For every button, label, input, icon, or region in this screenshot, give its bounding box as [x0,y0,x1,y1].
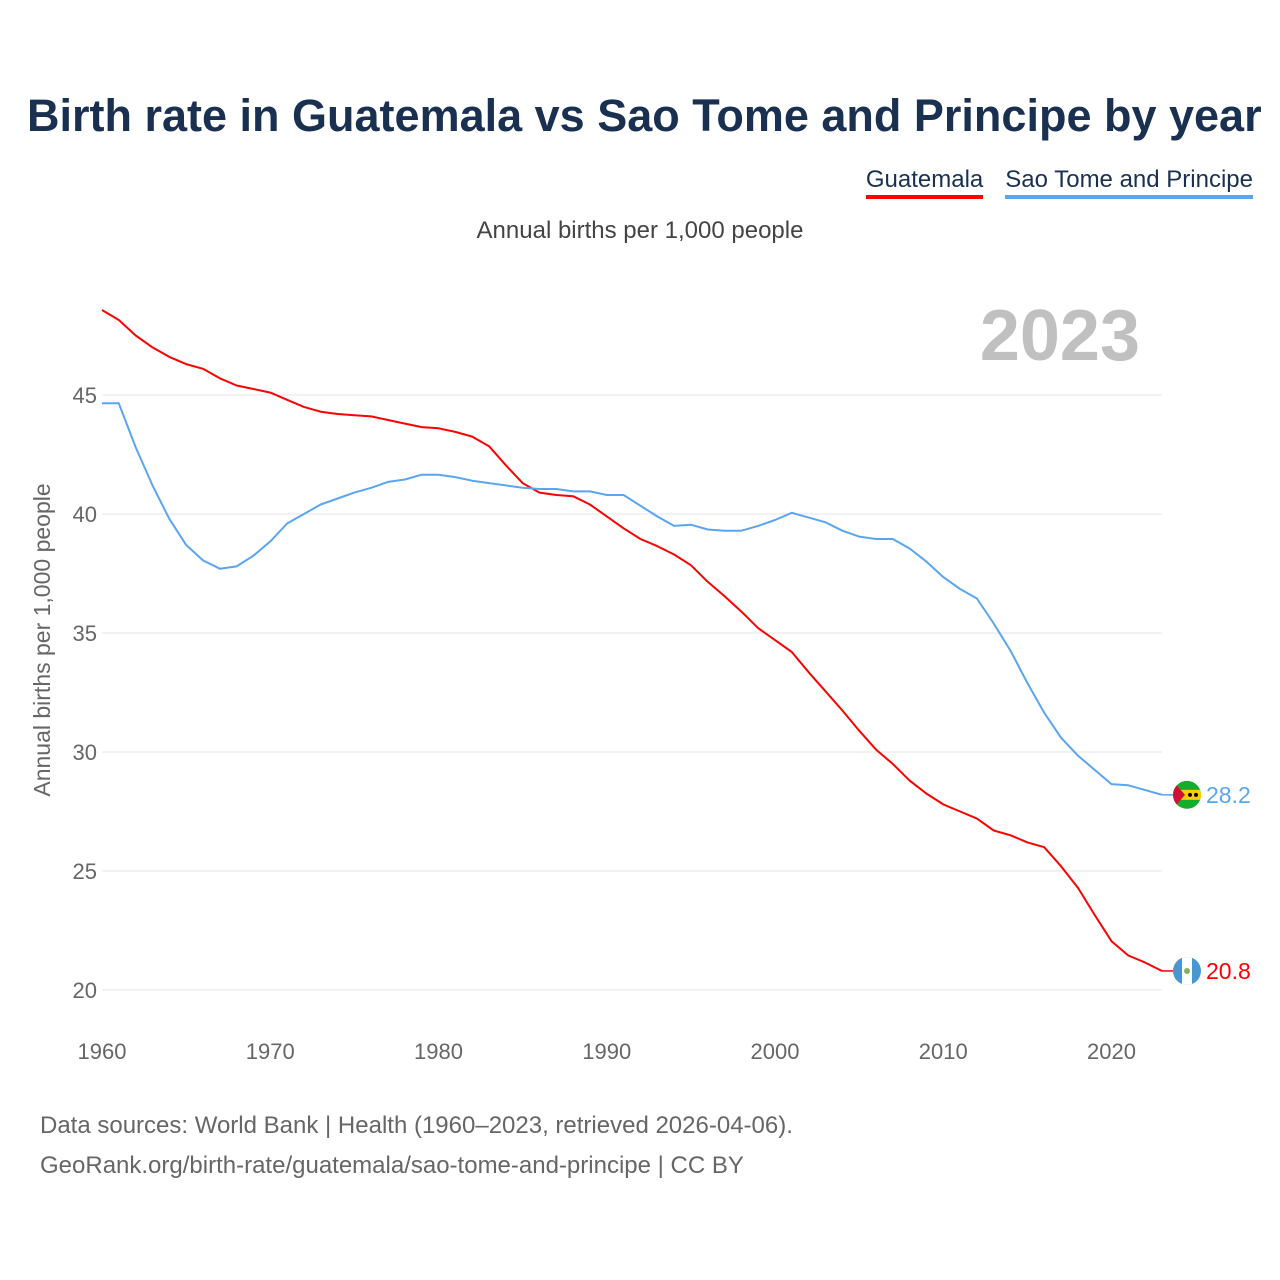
y-tick-label: 40 [73,502,97,527]
end-value-label: 28.2 [1206,782,1251,808]
y-axis-label: Annual births per 1,000 people [29,483,55,796]
flag-star [1194,792,1198,797]
source-line-2[interactable]: GeoRank.org/birth-rate/guatemala/sao-tom… [40,1152,744,1179]
year-badge: 2023 [980,296,1140,376]
x-tick-label: 1990 [582,1039,631,1064]
chart-subtitle: Annual births per 1,000 people [476,217,804,244]
source-line-1: Data sources: World Bank | Health (1960–… [40,1112,793,1139]
x-tick-label: 2010 [919,1039,968,1064]
source-note: Data sources: World Bank | Health (1960–… [40,1106,793,1186]
series-line-sao-tome [102,402,1163,796]
flag-body [1173,780,1201,809]
guatemala-flag-icon [1173,956,1201,985]
legend-sao-tome[interactable]: Sao Tome and Principe [1005,166,1253,199]
legend: Guatemala Sao Tome and Principe [865,166,1253,199]
y-tick-label: 45 [73,383,97,408]
flag-stripe [1173,789,1201,800]
flag-body [1173,956,1201,985]
chart-title: Birth rate in Guatemala vs Sao Tome and … [27,90,1262,141]
x-tick-label: 1970 [246,1039,295,1064]
flag-emblem [1184,967,1190,974]
end-value-label: 20.8 [1206,958,1251,984]
x-tick-label: 1980 [414,1039,463,1064]
legend-guatemala[interactable]: Guatemala [865,166,984,199]
series-line-guatemala [101,309,1163,972]
flag-star [1188,792,1192,797]
x-tick-label: 2000 [751,1039,800,1064]
y-tick-label: 35 [73,621,97,646]
x-tick-label: 2020 [1087,1039,1136,1064]
y-tick-label: 20 [73,978,97,1003]
sao-tome-flag-icon [1173,780,1201,809]
y-tick-label: 30 [73,740,97,765]
y-tick-label: 25 [73,859,97,884]
x-tick-label: 1960 [78,1039,127,1064]
flag-triangle [1173,780,1185,809]
